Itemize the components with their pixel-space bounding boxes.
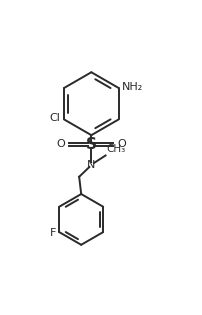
Text: O: O: [117, 139, 125, 149]
Text: S: S: [85, 137, 96, 152]
Text: O: O: [56, 139, 65, 149]
Text: Cl: Cl: [49, 113, 60, 123]
Text: F: F: [49, 228, 56, 238]
Text: CH₃: CH₃: [106, 145, 125, 154]
Text: N: N: [87, 160, 95, 169]
Text: NH₂: NH₂: [121, 82, 142, 92]
